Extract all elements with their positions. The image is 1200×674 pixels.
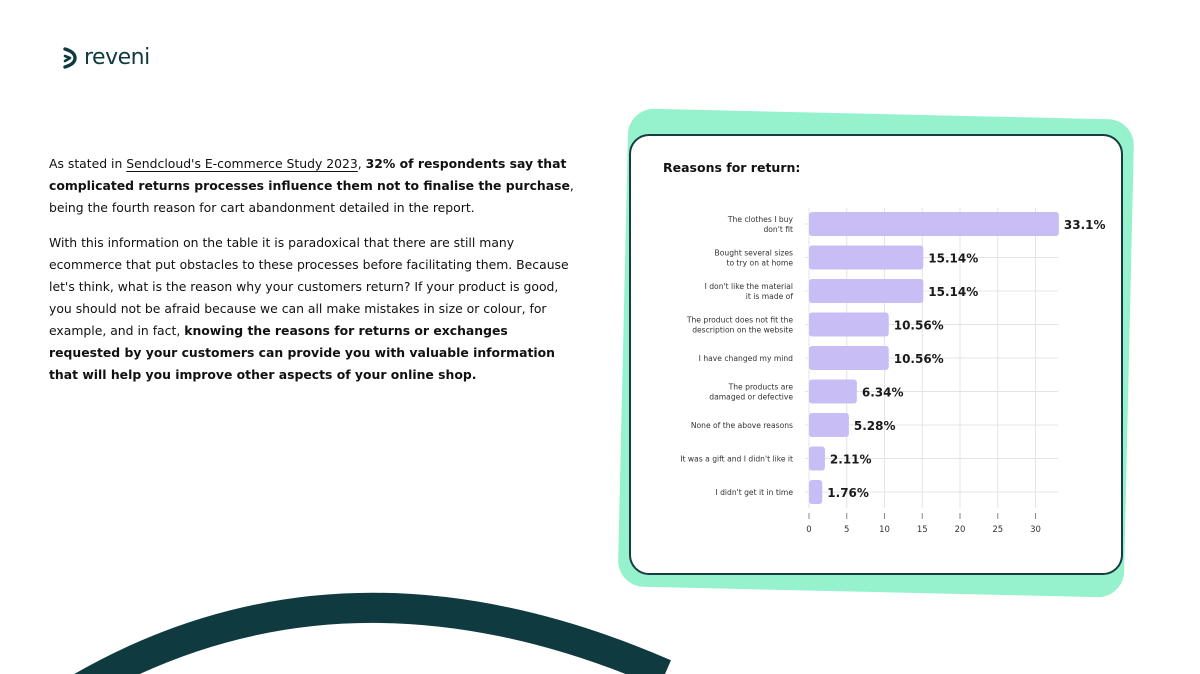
x-tick-label: 25	[992, 525, 1003, 535]
decorative-arc	[74, 592, 671, 674]
reveni-logo[interactable]: reveni	[62, 45, 150, 70]
bar	[809, 346, 889, 370]
bar	[809, 212, 1059, 236]
category-label: The clothes I buy	[727, 215, 794, 224]
article-text: As stated in Sendcloud's E-commerce Stud…	[49, 153, 574, 399]
bar	[809, 279, 924, 303]
bar	[809, 413, 849, 437]
data-label: 10.56%	[894, 319, 944, 333]
category-label: to try on at home	[727, 259, 794, 268]
x-tick-label: 15	[917, 525, 928, 535]
paragraph-text: With this information on the table it is…	[49, 235, 569, 338]
category-label: I didn't get it in time	[715, 488, 793, 497]
category-label: it is made of	[746, 292, 794, 301]
category-label: None of the above reasons	[691, 421, 793, 430]
paragraph-text: ,	[357, 156, 366, 171]
x-tick-label: 5	[844, 525, 849, 535]
category-label: I have changed my mind	[699, 354, 794, 363]
data-label: 1.76%	[827, 486, 869, 500]
data-label: 2.11%	[830, 453, 872, 467]
chart-card: Reasons for return: 33.1% The clothes I b…	[629, 134, 1123, 575]
category-label: It was a gift and I didn't like it	[680, 455, 793, 464]
reveni-chevron-icon	[63, 46, 77, 69]
x-tick-label: 0	[806, 525, 811, 535]
article-paragraph-1: As stated in Sendcloud's E-commerce Stud…	[49, 153, 574, 219]
x-tick-label: 20	[955, 525, 966, 535]
x-tick-label: 30	[1030, 525, 1041, 535]
data-label: 15.14%	[928, 252, 978, 266]
category-label: damaged or defective	[709, 393, 793, 402]
bold-highlight: 32% of respondents say that complicated …	[49, 156, 570, 193]
x-tick-label: 10	[879, 525, 890, 535]
data-label: 15.14%	[928, 285, 978, 299]
bar	[809, 312, 889, 337]
category-label: The products are	[728, 383, 794, 392]
sendcloud-study-link[interactable]: Sendcloud's E-commerce Study 2023	[126, 156, 358, 171]
category-label: The product does not fit the	[686, 316, 793, 325]
category-label: don't fit	[763, 225, 793, 234]
bar	[809, 245, 924, 270]
data-label: 33.1%	[1064, 218, 1106, 232]
paragraph-text: , being the fourth reason for cart aband…	[49, 178, 574, 215]
article-paragraph-2: With this information on the table it is…	[49, 232, 574, 386]
category-label: description on the website	[692, 326, 793, 335]
bar	[809, 379, 857, 404]
category-label: Bought several sizes	[715, 249, 794, 258]
bar	[809, 480, 823, 504]
brand-name: reveni	[84, 45, 150, 70]
category-label: I don't like the material	[705, 282, 793, 291]
data-label: 10.56%	[894, 352, 944, 366]
chart-title: Reasons for return:	[663, 160, 801, 175]
data-label: 5.28%	[854, 419, 896, 433]
data-label: 6.34%	[862, 386, 904, 400]
bar	[809, 446, 825, 471]
bold-highlight: knowing the reasons for returns or excha…	[49, 323, 555, 382]
paragraph-text: As stated in	[49, 156, 127, 171]
